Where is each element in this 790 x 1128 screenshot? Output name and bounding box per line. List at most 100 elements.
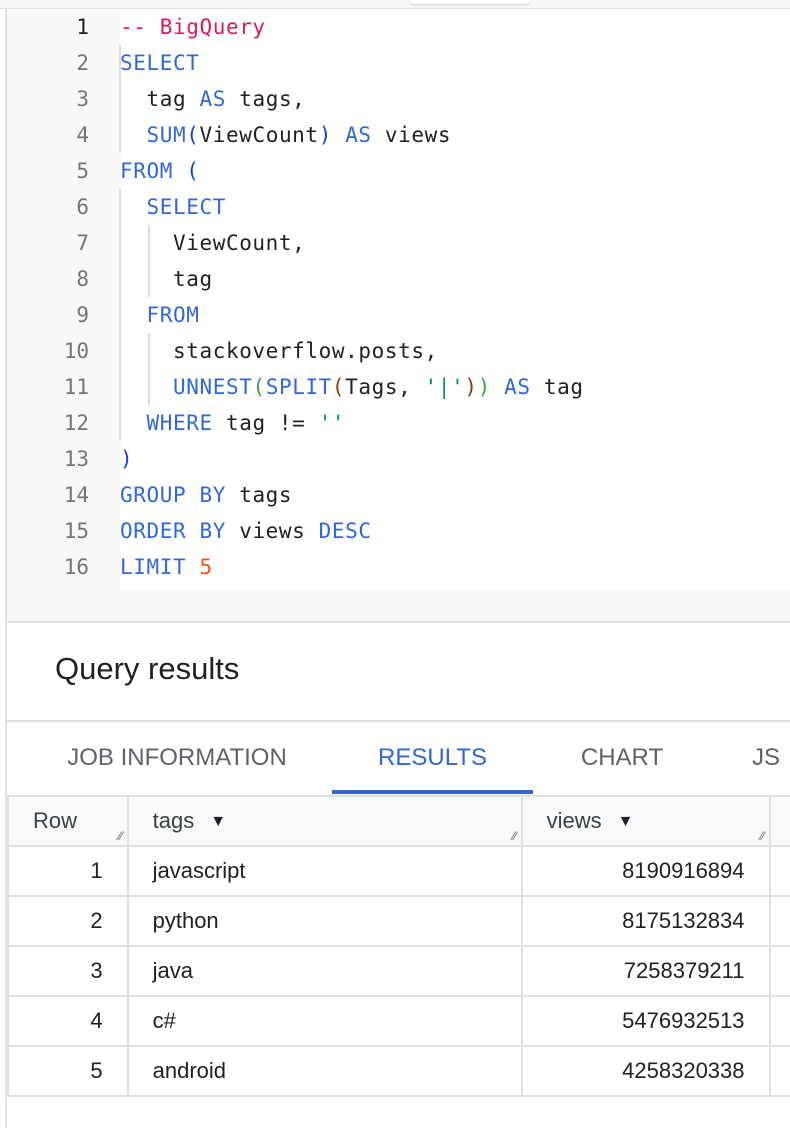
views-cell[interactable]: 8175132834 bbox=[520, 895, 771, 947]
table-row[interactable]: 4 c# 5476932513 bbox=[7, 995, 790, 1047]
code-text[interactable]: ORDER BY views DESC bbox=[120, 513, 372, 549]
code-line[interactable]: 13) bbox=[7, 441, 790, 477]
code-line[interactable]: 9 FROM bbox=[7, 297, 790, 333]
code-text[interactable]: -- BigQuery bbox=[120, 9, 266, 45]
line-number: 1 bbox=[76, 15, 89, 39]
code-token: SELECT bbox=[120, 51, 200, 75]
sql-editor[interactable]: 1 -- BigQuery 2 SELECT 3 tag AS tags, 4 SUM(V… bbox=[5, 9, 790, 621]
divider[interactable] bbox=[5, 621, 790, 623]
code-token: SELECT bbox=[146, 195, 226, 219]
code-token: AS bbox=[199, 87, 226, 111]
tags-cell[interactable]: python bbox=[126, 895, 523, 947]
row-number-cell[interactable]: 5 bbox=[7, 1045, 129, 1097]
code-token bbox=[332, 123, 345, 147]
tags-cell[interactable]: java bbox=[126, 945, 523, 997]
empty-cell bbox=[768, 845, 790, 897]
code-text[interactable]: GROUP BY tags bbox=[120, 477, 292, 513]
resize-handle-icon[interactable]: ⁄⁄ bbox=[760, 829, 765, 843]
empty-cell bbox=[768, 995, 790, 1047]
views-cell[interactable]: 8190916894 bbox=[520, 845, 771, 897]
code-line[interactable]: 4 SUM(ViewCount) AS views bbox=[7, 117, 790, 153]
code-line[interactable]: 16 LIMIT 5 bbox=[7, 549, 790, 585]
column-header-row[interactable]: Row ⁄⁄ bbox=[7, 795, 129, 847]
tags-cell[interactable]: c# bbox=[126, 995, 523, 1047]
code-text[interactable]: SELECT bbox=[120, 45, 199, 81]
table-row[interactable]: 1 javascript 8190916894 bbox=[7, 845, 790, 897]
line-number: 6 bbox=[76, 195, 89, 219]
line-number: 14 bbox=[63, 483, 89, 507]
code-text[interactable]: FROM bbox=[120, 297, 199, 333]
resize-handle-icon[interactable]: ⁄⁄ bbox=[118, 829, 123, 843]
line-number: 12 bbox=[63, 411, 89, 435]
row-number-cell[interactable]: 4 bbox=[7, 995, 129, 1047]
code-token: SPLIT bbox=[265, 375, 332, 399]
indent-guide bbox=[148, 333, 150, 405]
code-line[interactable]: 6 SELECT bbox=[7, 189, 790, 225]
code-token: tag bbox=[120, 87, 200, 111]
code-text[interactable]: stackoverflow.posts, bbox=[120, 333, 438, 369]
column-header-views[interactable]: views ▼ ⁄⁄ bbox=[520, 795, 771, 847]
code-line[interactable]: 1 -- BigQuery bbox=[7, 9, 790, 45]
code-area[interactable] bbox=[120, 9, 790, 590]
table-row[interactable]: 5 android 4258320338 bbox=[7, 1045, 790, 1097]
table-row[interactable]: 2 python 8175132834 bbox=[7, 895, 790, 947]
code-token: FROM bbox=[146, 303, 200, 327]
code-text[interactable]: tag AS tags, bbox=[120, 81, 305, 117]
line-number: 4 bbox=[76, 123, 89, 147]
code-line[interactable]: 15 ORDER BY views DESC bbox=[7, 513, 790, 549]
code-token bbox=[186, 555, 199, 579]
code-token: Tags, bbox=[345, 375, 425, 399]
code-text[interactable]: UNNEST(SPLIT(Tags, '|')) AS tag bbox=[120, 369, 584, 405]
code-line[interactable]: 8 tag bbox=[7, 261, 790, 297]
code-line[interactable]: 2 SELECT bbox=[7, 45, 790, 81]
code-token: ) bbox=[318, 123, 332, 147]
column-label: Row bbox=[33, 808, 78, 833]
line-number: 10 bbox=[63, 339, 89, 363]
code-line[interactable]: 5 FROM ( bbox=[7, 153, 790, 189]
code-token: WHERE bbox=[146, 411, 213, 435]
tab-json[interactable]: JS bbox=[752, 744, 781, 771]
tab-results[interactable]: RESULTS bbox=[332, 722, 533, 794]
views-cell[interactable]: 5476932513 bbox=[520, 995, 771, 1047]
code-line[interactable]: 14 GROUP BY tags bbox=[7, 477, 790, 513]
code-text[interactable]: SELECT bbox=[120, 189, 226, 225]
views-cell[interactable]: 7258379211 bbox=[520, 945, 771, 997]
code-line[interactable]: 11 UNNEST(SPLIT(Tags, '|')) AS tag bbox=[7, 369, 790, 405]
table-row[interactable]: 3 java 7258379211 bbox=[7, 945, 790, 997]
code-text[interactable]: ) bbox=[120, 441, 133, 477]
sort-dropdown-icon[interactable]: ▼ bbox=[617, 813, 634, 831]
code-text[interactable]: tag bbox=[120, 261, 213, 297]
code-token bbox=[120, 195, 147, 219]
tab-chart[interactable]: CHART bbox=[580, 744, 664, 771]
code-text[interactable]: FROM ( bbox=[120, 153, 199, 189]
indent-guide bbox=[119, 189, 121, 441]
code-token: AS bbox=[345, 123, 372, 147]
code-token bbox=[120, 303, 147, 327]
tab-job-information[interactable]: JOB INFORMATION bbox=[67, 744, 287, 771]
query-results-panel: Query results JOB INFORMATION RESULTS CH… bbox=[5, 623, 790, 1128]
row-number-cell[interactable]: 1 bbox=[7, 845, 129, 897]
row-number-cell[interactable]: 2 bbox=[7, 895, 129, 947]
tags-cell[interactable]: javascript bbox=[126, 845, 523, 897]
code-line[interactable]: 10 stackoverflow.posts, bbox=[7, 333, 790, 369]
resize-handle-icon[interactable]: ⁄⁄ bbox=[512, 829, 517, 843]
column-header-tags[interactable]: tags ▼ ⁄⁄ bbox=[126, 795, 523, 847]
code-text[interactable]: ViewCount, bbox=[120, 225, 305, 261]
code-text[interactable]: WHERE tag != '' bbox=[120, 405, 345, 441]
tags-cell[interactable]: android bbox=[126, 1045, 523, 1097]
code-text[interactable]: SUM(ViewCount) AS views bbox=[120, 117, 451, 153]
code-line[interactable]: 7 ViewCount, bbox=[7, 225, 790, 261]
code-line[interactable]: 3 tag AS tags, bbox=[7, 81, 790, 117]
code-line[interactable]: 12 WHERE tag != '' bbox=[7, 405, 790, 441]
code-token: ( bbox=[331, 375, 346, 399]
column-label: views bbox=[546, 808, 602, 833]
line-number: 9 bbox=[76, 303, 89, 327]
row-number-cell[interactable]: 3 bbox=[7, 945, 129, 997]
code-token: tag bbox=[120, 267, 213, 291]
results-tabs: JOB INFORMATION RESULTS CHART JS bbox=[7, 720, 790, 797]
code-token: views bbox=[225, 519, 319, 543]
code-token: views bbox=[371, 123, 452, 147]
views-cell[interactable]: 4258320338 bbox=[520, 1045, 771, 1097]
sort-dropdown-icon[interactable]: ▼ bbox=[210, 813, 227, 831]
code-text[interactable]: LIMIT 5 bbox=[120, 549, 213, 585]
